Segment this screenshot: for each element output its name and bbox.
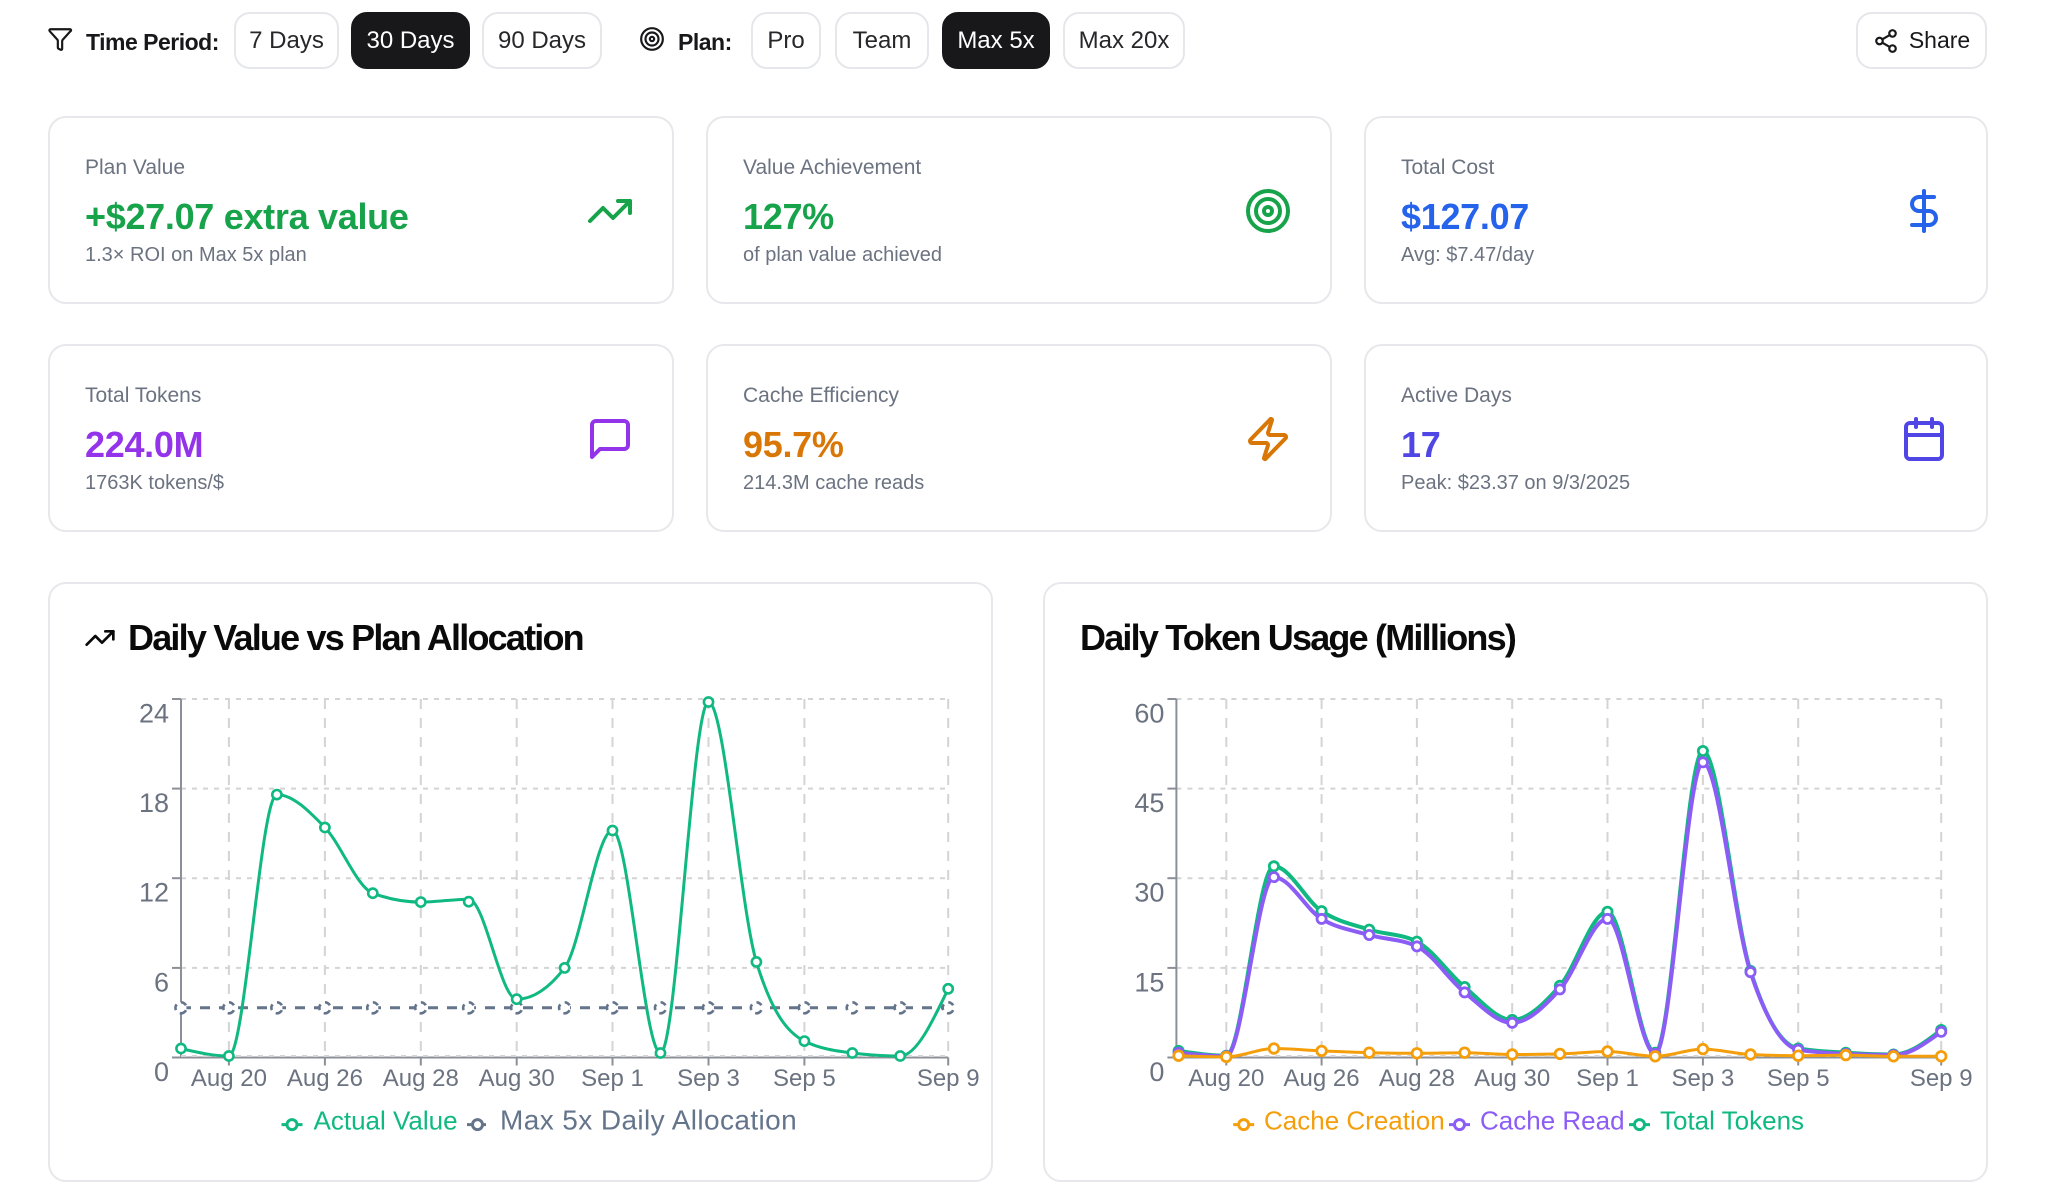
svg-text:Cache Read: Cache Read [1480,1106,1625,1136]
svg-text:Aug 28: Aug 28 [383,1065,459,1092]
svg-text:Aug 20: Aug 20 [191,1065,267,1092]
svg-text:Aug 20: Aug 20 [1188,1065,1264,1092]
svg-text:Aug 30: Aug 30 [479,1065,555,1092]
svg-text:18: 18 [139,788,169,818]
svg-text:Max 5x Daily Allocation: Max 5x Daily Allocation [500,1105,797,1136]
svg-text:Aug 26: Aug 26 [1284,1065,1360,1092]
svg-text:45: 45 [1134,788,1164,818]
svg-text:24: 24 [139,699,169,729]
svg-text:Total Tokens: Total Tokens [1660,1106,1804,1136]
svg-text:6: 6 [154,967,169,997]
svg-text:12: 12 [139,878,169,908]
svg-text:Sep 5: Sep 5 [1767,1065,1830,1092]
svg-text:Sep 1: Sep 1 [1576,1065,1639,1092]
svg-text:0: 0 [1149,1057,1164,1087]
svg-text:15: 15 [1134,967,1164,997]
svg-text:0: 0 [154,1057,169,1087]
svg-text:Aug 28: Aug 28 [1379,1065,1455,1092]
svg-text:30: 30 [1134,878,1164,908]
svg-text:Sep 9: Sep 9 [1910,1065,1973,1092]
svg-text:Sep 5: Sep 5 [773,1065,836,1092]
svg-text:Sep 3: Sep 3 [677,1065,740,1092]
svg-text:Sep 1: Sep 1 [581,1065,644,1092]
svg-text:60: 60 [1134,699,1164,729]
svg-text:Aug 30: Aug 30 [1474,1065,1550,1092]
svg-text:Aug 26: Aug 26 [287,1065,363,1092]
svg-text:Sep 3: Sep 3 [1672,1065,1735,1092]
svg-text:Actual Value: Actual Value [314,1106,458,1136]
svg-text:Cache Creation: Cache Creation [1264,1106,1445,1136]
svg-text:Sep 9: Sep 9 [917,1065,980,1092]
